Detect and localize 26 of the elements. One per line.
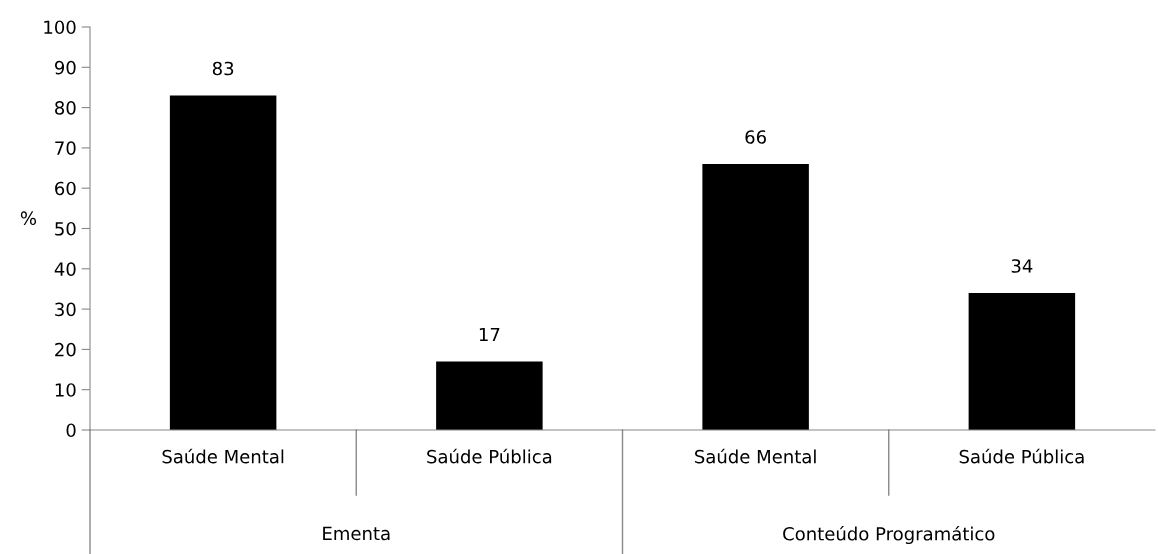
y-axis-title: % — [20, 211, 37, 225]
y-tick-label: 30 — [55, 302, 76, 317]
data-label: 66 — [745, 130, 766, 144]
y-tick-label: 0 — [66, 423, 76, 438]
data-label: 34 — [1011, 259, 1033, 273]
bar — [169, 95, 277, 430]
y-tick-label: 70 — [55, 141, 76, 156]
y-tick-label: 80 — [55, 101, 76, 115]
data-label: 17 — [479, 327, 500, 342]
data-label: 83 — [212, 61, 234, 76]
x-tick-label: Saúde Pública — [959, 448, 1084, 464]
x-tick-label: Saúde Mental — [695, 448, 816, 464]
bar — [968, 292, 1076, 430]
y-tick-label: 40 — [54, 262, 76, 276]
text: Conteúdo Programático — [783, 525, 995, 545]
text: Ementa — [323, 526, 390, 541]
x-tick-label: Saúde Pública — [427, 448, 552, 464]
y-tick-label: 20 — [55, 342, 76, 357]
y-tick-label: 60 — [55, 181, 76, 196]
y-tick-label: 50 — [55, 221, 76, 236]
bar — [436, 361, 543, 430]
bar — [702, 164, 809, 430]
y-tick-label: 10 — [55, 383, 76, 397]
y-tick-label: 100 — [44, 20, 76, 35]
x-tick-label: Saúde Mental — [162, 448, 284, 464]
y-tick-label: 90 — [54, 60, 76, 75]
